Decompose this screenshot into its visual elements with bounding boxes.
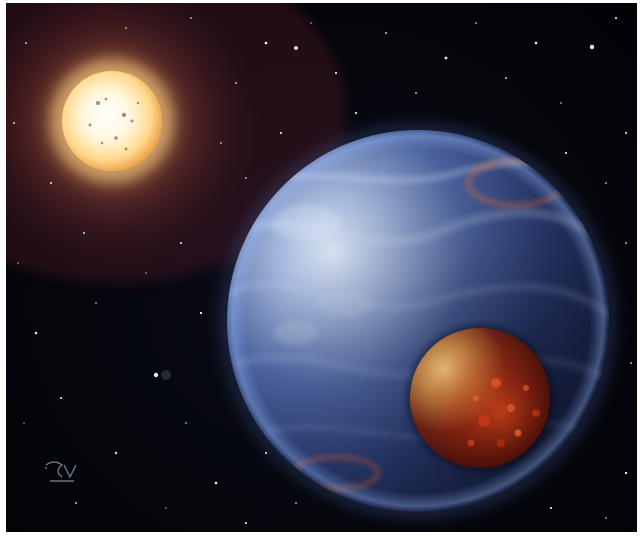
space-scene bbox=[6, 3, 632, 524]
lava-fields bbox=[410, 328, 550, 468]
planet bbox=[218, 121, 618, 521]
artist-signature bbox=[45, 461, 77, 482]
moon bbox=[406, 324, 554, 472]
space-background bbox=[6, 3, 637, 532]
sunspots bbox=[88, 97, 140, 151]
sun bbox=[6, 3, 262, 271]
